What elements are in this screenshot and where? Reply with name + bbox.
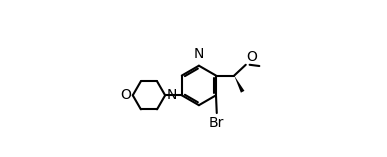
Polygon shape — [234, 76, 245, 93]
Text: O: O — [120, 88, 131, 102]
Text: Br: Br — [209, 116, 224, 130]
Text: N: N — [194, 47, 204, 61]
Text: O: O — [246, 50, 257, 64]
Text: N: N — [167, 88, 177, 102]
